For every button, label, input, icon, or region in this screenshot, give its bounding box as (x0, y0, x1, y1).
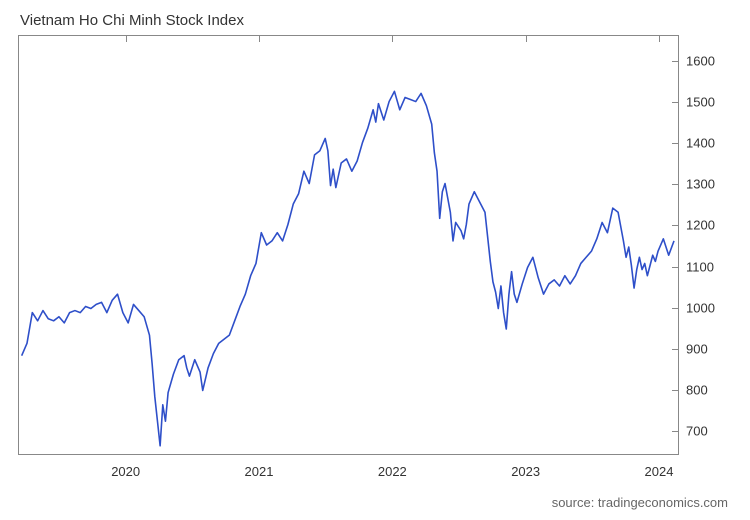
x-axis-label: 2022 (378, 464, 407, 479)
y-tick (672, 349, 678, 350)
x-axis: 2020 2021 2022 2023 2024 (19, 458, 678, 478)
line-chart-svg (19, 36, 678, 454)
y-axis-label: 1200 (686, 218, 715, 233)
y-tick (672, 308, 678, 309)
x-tick (659, 36, 660, 42)
x-tick (526, 36, 527, 42)
y-tick (672, 184, 678, 185)
chart-title: Vietnam Ho Chi Minh Stock Index (18, 12, 732, 29)
y-tick (672, 61, 678, 62)
y-axis-label: 1500 (686, 94, 715, 109)
y-axis-label: 900 (686, 341, 708, 356)
y-axis-label: 1000 (686, 300, 715, 315)
x-axis-label: 2020 (111, 464, 140, 479)
x-axis-label: 2023 (511, 464, 540, 479)
x-axis-label: 2024 (645, 464, 674, 479)
plot-area: 7008009001000110012001300140015001600 20… (18, 35, 678, 455)
y-axis-label: 1100 (686, 259, 714, 274)
y-tick (672, 267, 678, 268)
chart-container: Vietnam Ho Chi Minh Stock Index 70080090… (18, 12, 732, 482)
y-tick (672, 102, 678, 103)
y-axis-label: 800 (686, 383, 708, 398)
y-axis: 700 800 900 1000 1100 1200 1300 1400 1500 1600 (680, 36, 728, 454)
y-axis-label: 1600 (686, 53, 715, 68)
y-tick (672, 225, 678, 226)
plot-right-border (678, 35, 679, 455)
y-tick (672, 390, 678, 391)
y-tick (672, 431, 678, 432)
x-tick (259, 36, 260, 42)
y-tick (672, 143, 678, 144)
source-label: source: tradingeconomics.com (552, 495, 728, 510)
x-tick (392, 36, 393, 42)
x-axis-label: 2021 (245, 464, 274, 479)
y-axis-label: 1300 (686, 177, 715, 192)
price-line (22, 91, 674, 445)
y-axis-label: 700 (686, 424, 708, 439)
y-axis-label: 1400 (686, 136, 715, 151)
x-tick (126, 36, 127, 42)
